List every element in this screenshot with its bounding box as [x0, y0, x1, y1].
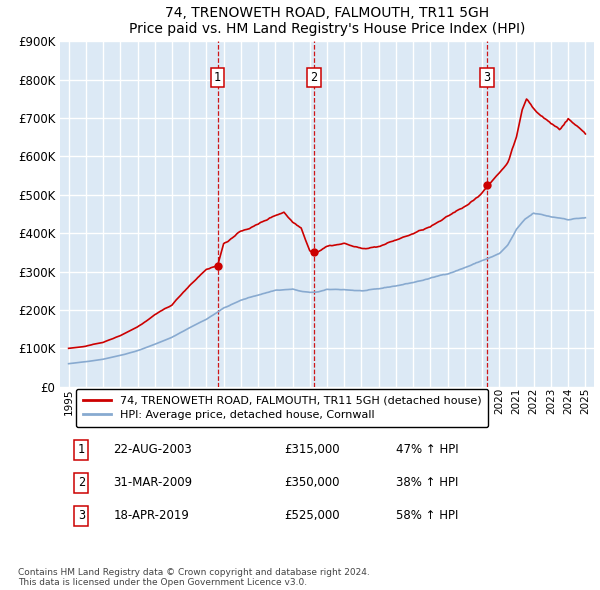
Text: Contains HM Land Registry data © Crown copyright and database right 2024.
This d: Contains HM Land Registry data © Crown c… — [18, 568, 370, 587]
Text: £315,000: £315,000 — [284, 443, 340, 456]
Title: 74, TRENOWETH ROAD, FALMOUTH, TR11 5GH
Price paid vs. HM Land Registry's House P: 74, TRENOWETH ROAD, FALMOUTH, TR11 5GH P… — [129, 6, 525, 36]
Text: 58% ↑ HPI: 58% ↑ HPI — [397, 509, 459, 522]
Text: 22-AUG-2003: 22-AUG-2003 — [113, 443, 192, 456]
Text: 3: 3 — [78, 509, 85, 522]
Text: 18-APR-2019: 18-APR-2019 — [113, 509, 189, 522]
Legend: 74, TRENOWETH ROAD, FALMOUTH, TR11 5GH (detached house), HPI: Average price, det: 74, TRENOWETH ROAD, FALMOUTH, TR11 5GH (… — [76, 389, 488, 427]
Text: £525,000: £525,000 — [284, 509, 340, 522]
Text: 1: 1 — [78, 443, 85, 456]
Text: 2: 2 — [311, 71, 317, 84]
Text: 47% ↑ HPI: 47% ↑ HPI — [397, 443, 459, 456]
Text: 3: 3 — [484, 71, 491, 84]
Text: 38% ↑ HPI: 38% ↑ HPI — [397, 476, 459, 489]
Text: 1: 1 — [214, 71, 221, 84]
Text: 31-MAR-2009: 31-MAR-2009 — [113, 476, 193, 489]
Text: £350,000: £350,000 — [284, 476, 340, 489]
Text: 2: 2 — [78, 476, 85, 489]
